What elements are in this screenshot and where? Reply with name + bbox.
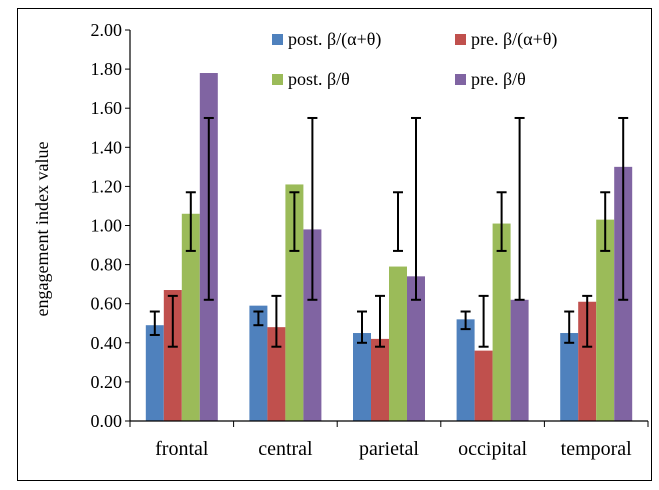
x-tick-label: temporal bbox=[561, 438, 633, 460]
bar bbox=[578, 301, 597, 421]
bar bbox=[249, 305, 268, 421]
y-tick-label: 0.00 bbox=[91, 411, 123, 431]
legend-label: post. β/θ bbox=[288, 69, 350, 89]
error-bar bbox=[289, 191, 300, 252]
bar bbox=[492, 223, 511, 421]
axes-layer: 0.00 0.20 0.40 0.60 0.80 1.00 1.20 1.40 1.60 1.80… bbox=[91, 20, 649, 460]
error-bar bbox=[460, 310, 471, 331]
error-bar bbox=[357, 310, 367, 344]
legend-swatch bbox=[455, 74, 466, 85]
bar bbox=[407, 276, 425, 421]
error-bars-layer bbox=[149, 116, 629, 348]
y-tick-label: 1.80 bbox=[91, 59, 123, 79]
y-tick-label: 0.20 bbox=[91, 372, 123, 392]
y-tick-label: 1.20 bbox=[91, 176, 123, 196]
bars-layer bbox=[145, 73, 633, 421]
bar bbox=[389, 266, 407, 421]
bar bbox=[285, 184, 304, 421]
bar bbox=[303, 229, 322, 421]
bar bbox=[145, 325, 164, 421]
error-bar bbox=[375, 294, 385, 348]
error-bar bbox=[167, 294, 178, 348]
error-bar bbox=[185, 191, 196, 252]
legend-item: post. β/(α+θ) bbox=[272, 29, 381, 50]
bar bbox=[596, 219, 615, 421]
y-tick-label: 2.00 bbox=[91, 20, 123, 40]
y-tick-label: 0.80 bbox=[91, 255, 123, 275]
legend-label: pre. β/(α+θ) bbox=[471, 29, 557, 50]
bar bbox=[353, 333, 371, 421]
x-tick-label: parietal bbox=[359, 438, 419, 460]
x-tick-label: frontal bbox=[155, 438, 209, 460]
bar bbox=[267, 327, 286, 421]
error-bar bbox=[600, 191, 611, 252]
error-bar bbox=[253, 310, 264, 327]
legend-item: pre. β/(α+θ) bbox=[455, 29, 557, 50]
bar bbox=[510, 299, 529, 421]
bar bbox=[474, 350, 493, 421]
error-bar bbox=[478, 294, 489, 348]
x-tick-label: occipital bbox=[458, 438, 527, 460]
bar bbox=[456, 319, 475, 421]
error-bar bbox=[271, 294, 282, 348]
legend-swatch bbox=[455, 34, 466, 45]
legend-swatch bbox=[272, 74, 283, 85]
y-tick-label: 0.40 bbox=[91, 333, 123, 353]
legend: post. β/(α+θ) pre. β/(α+θ) post. β/θ pre. β… bbox=[272, 29, 557, 89]
y-tick-label: 1.40 bbox=[91, 137, 123, 157]
error-bar bbox=[496, 191, 507, 252]
x-tick-label: central bbox=[258, 438, 313, 460]
y-tick-label: 1.00 bbox=[91, 216, 123, 236]
bar bbox=[560, 333, 579, 421]
y-tick-label: 0.60 bbox=[91, 294, 123, 314]
legend-item: post. β/θ bbox=[272, 69, 350, 89]
error-bar bbox=[203, 116, 214, 301]
y-tick-label: 1.60 bbox=[91, 98, 123, 118]
y-axis-label: engagement index value bbox=[32, 142, 52, 317]
legend-label: pre. β/θ bbox=[471, 69, 526, 89]
outer-border bbox=[17, 8, 652, 481]
error-bar bbox=[411, 116, 421, 301]
error-bar bbox=[149, 310, 160, 336]
legend-swatch bbox=[272, 34, 283, 45]
error-bar bbox=[564, 310, 575, 344]
error-bar bbox=[618, 116, 629, 301]
error-bar bbox=[307, 116, 318, 301]
bar bbox=[371, 338, 389, 421]
error-bar bbox=[514, 116, 525, 301]
legend-item: pre. β/θ bbox=[455, 69, 526, 89]
error-bar bbox=[393, 191, 403, 252]
error-bar bbox=[582, 294, 593, 348]
bar bbox=[163, 290, 182, 421]
bar bbox=[181, 213, 200, 421]
legend-label: post. β/(α+θ) bbox=[288, 29, 381, 50]
